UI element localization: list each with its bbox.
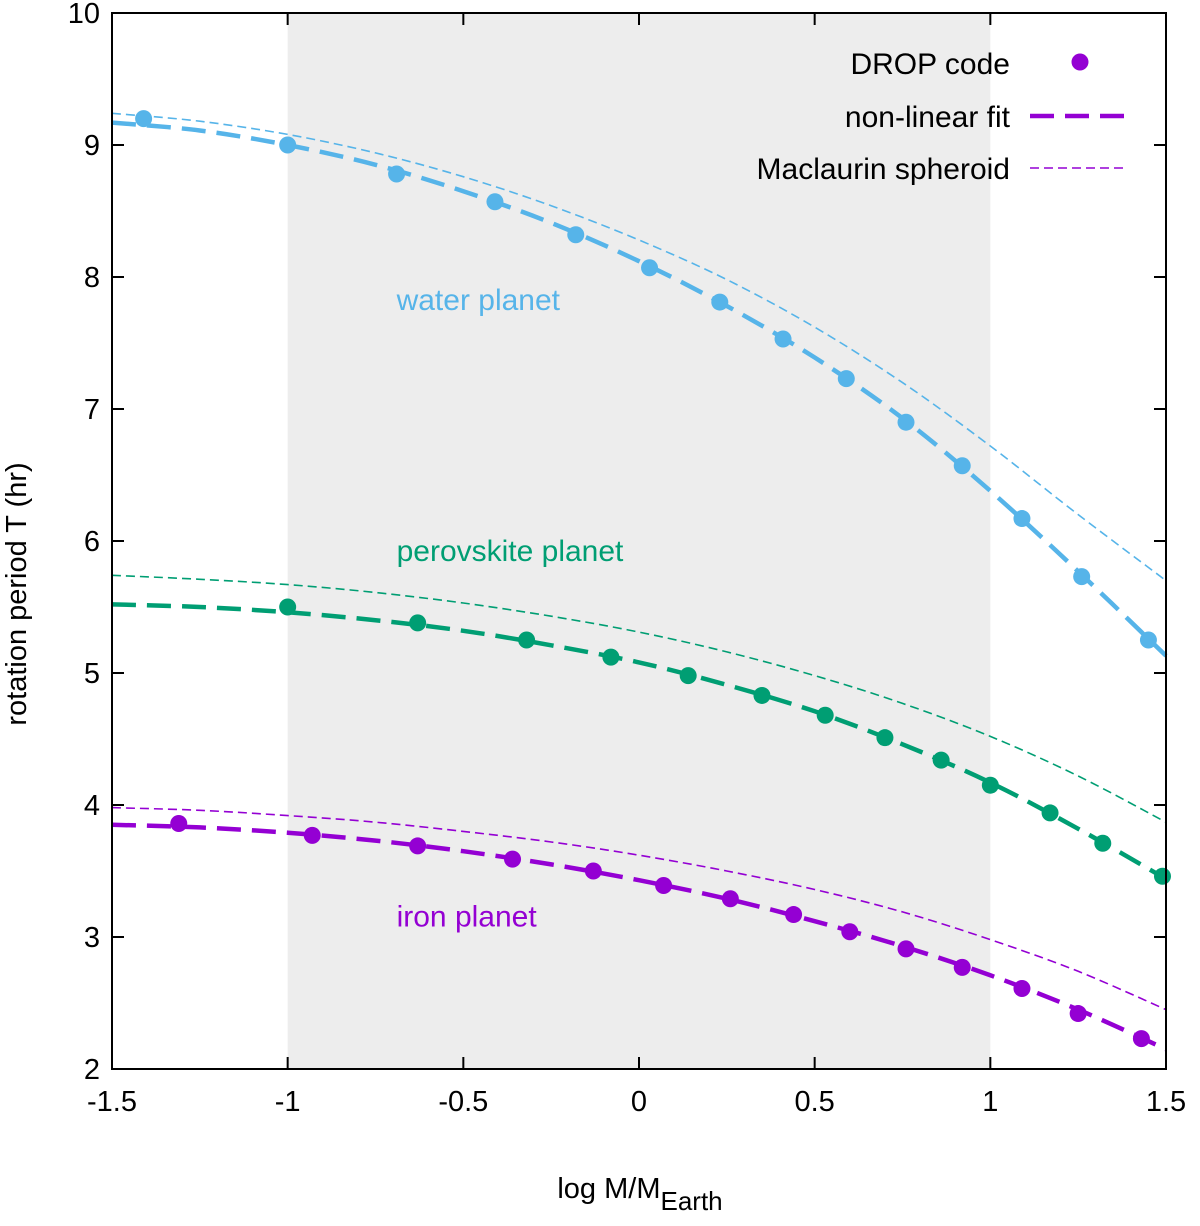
- y-tick-label: 8: [84, 262, 100, 294]
- water-planet-data-point: [1013, 510, 1031, 528]
- perovskite-planet-data-point: [932, 751, 950, 769]
- shaded-region: [287, 13, 991, 1069]
- x-axis-title: log M/MEarth: [557, 1173, 722, 1216]
- iron-planet-data-point: [897, 940, 915, 958]
- x-tick-label: -1.5: [87, 1086, 137, 1118]
- water-planet-data-point: [567, 226, 585, 244]
- y-axis-title: rotation period T (hr): [1, 462, 33, 725]
- x-tick-label: -1: [275, 1086, 301, 1118]
- water-planet-label: water planet: [396, 284, 561, 317]
- y-tick-label: 4: [84, 790, 100, 822]
- iron-planet-data-point: [409, 837, 427, 855]
- water-planet-data-point: [953, 457, 971, 475]
- iron-planet-data-point: [1013, 979, 1031, 997]
- water-planet-data-point: [774, 330, 792, 348]
- x-tick-label: 0.5: [795, 1086, 835, 1118]
- iron-planet-data-point: [303, 826, 321, 844]
- water-planet-data-point: [711, 293, 729, 311]
- y-tick-label: 5: [84, 658, 100, 690]
- perovskite-planet-data-point: [602, 648, 620, 666]
- y-tick-label: 3: [84, 922, 100, 954]
- perovskite-planet-data-point: [1153, 867, 1171, 885]
- maclaurin-layer: [111, 112, 1167, 1011]
- iron-planet-data-point: [721, 890, 739, 908]
- perovskite-planet-data-point: [753, 686, 771, 704]
- perovskite-planet-data-point: [876, 729, 894, 747]
- iron-planet-data-point: [655, 877, 673, 895]
- x-tick-label: -0.5: [438, 1086, 488, 1118]
- perovskite-planet-data-point: [279, 598, 297, 616]
- water-planet-maclaurin-line: [111, 112, 1167, 582]
- legend-marker-drop-code: [1071, 53, 1089, 71]
- perovskite-planet-maclaurin-line: [111, 574, 1167, 823]
- legend-label-drop-code: DROP code: [850, 48, 1010, 81]
- water-planet-data-point: [279, 136, 297, 154]
- x-axis-title-main: log M/M: [557, 1173, 660, 1205]
- y-tick-label: 9: [84, 130, 100, 162]
- perovskite-planet-data-point: [1094, 834, 1112, 852]
- water-planet-data-point: [135, 110, 153, 128]
- plot-frame: [111, 12, 1167, 1070]
- iron-planet-fit-line: [111, 822, 1167, 1052]
- legend-label-nonlinear-fit: non-linear fit: [845, 101, 1011, 134]
- x-tick-label: 0: [631, 1086, 647, 1118]
- perovskite-planet-data-point: [981, 776, 999, 794]
- iron-planet-data-point: [170, 814, 188, 832]
- perovskite-planet-data-point: [409, 614, 427, 632]
- y-tick-label: 10: [68, 0, 100, 30]
- x-axis-title-sub: Earth: [660, 1186, 722, 1216]
- iron-planet-data-point: [953, 958, 971, 976]
- x-tick-label: 1: [982, 1086, 998, 1118]
- water-planet-data-point: [837, 370, 855, 388]
- perovskite-planet-label: perovskite planet: [397, 535, 624, 568]
- perovskite-planet-data-point: [816, 706, 834, 724]
- perovskite-planet-data-point: [518, 631, 536, 649]
- iron-planet-data-point: [584, 862, 602, 880]
- points-layer: [135, 110, 1171, 1048]
- water-planet-data-point: [1073, 568, 1091, 586]
- iron-planet-data-point: [504, 850, 522, 868]
- iron-planet-label: iron planet: [397, 900, 538, 933]
- y-tick-label: 6: [84, 526, 100, 558]
- iron-planet-data-point: [1132, 1030, 1150, 1048]
- water-planet-data-point: [388, 165, 406, 183]
- legend: DROP code non-linear fit Maclaurin spher…: [757, 48, 1128, 186]
- legend-label-maclaurin: Maclaurin spheroid: [757, 153, 1010, 186]
- x-tick-label: 1.5: [1146, 1086, 1186, 1118]
- water-planet-data-point: [641, 259, 659, 277]
- iron-planet-data-point: [785, 906, 803, 924]
- perovskite-planet-data-point: [1041, 804, 1059, 822]
- tick-layer: -1.5 -1 -0.5 0 0.5 1 1.5 2 3 4 5 6 7 8 9 10: [68, 0, 1186, 1118]
- water-planet-data-point: [486, 193, 504, 211]
- water-planet-data-point: [1139, 631, 1157, 649]
- annotation-layer: water planet perovskite planet iron planet: [396, 284, 624, 933]
- y-tick-label: 7: [84, 394, 100, 426]
- perovskite-planet-data-point: [679, 667, 697, 685]
- y-tick-label: 2: [84, 1054, 100, 1086]
- water-planet-data-point: [897, 413, 915, 431]
- iron-planet-data-point: [1069, 1005, 1087, 1023]
- iron-planet-data-point: [841, 923, 859, 941]
- iron-planet-maclaurin-line: [111, 806, 1167, 1011]
